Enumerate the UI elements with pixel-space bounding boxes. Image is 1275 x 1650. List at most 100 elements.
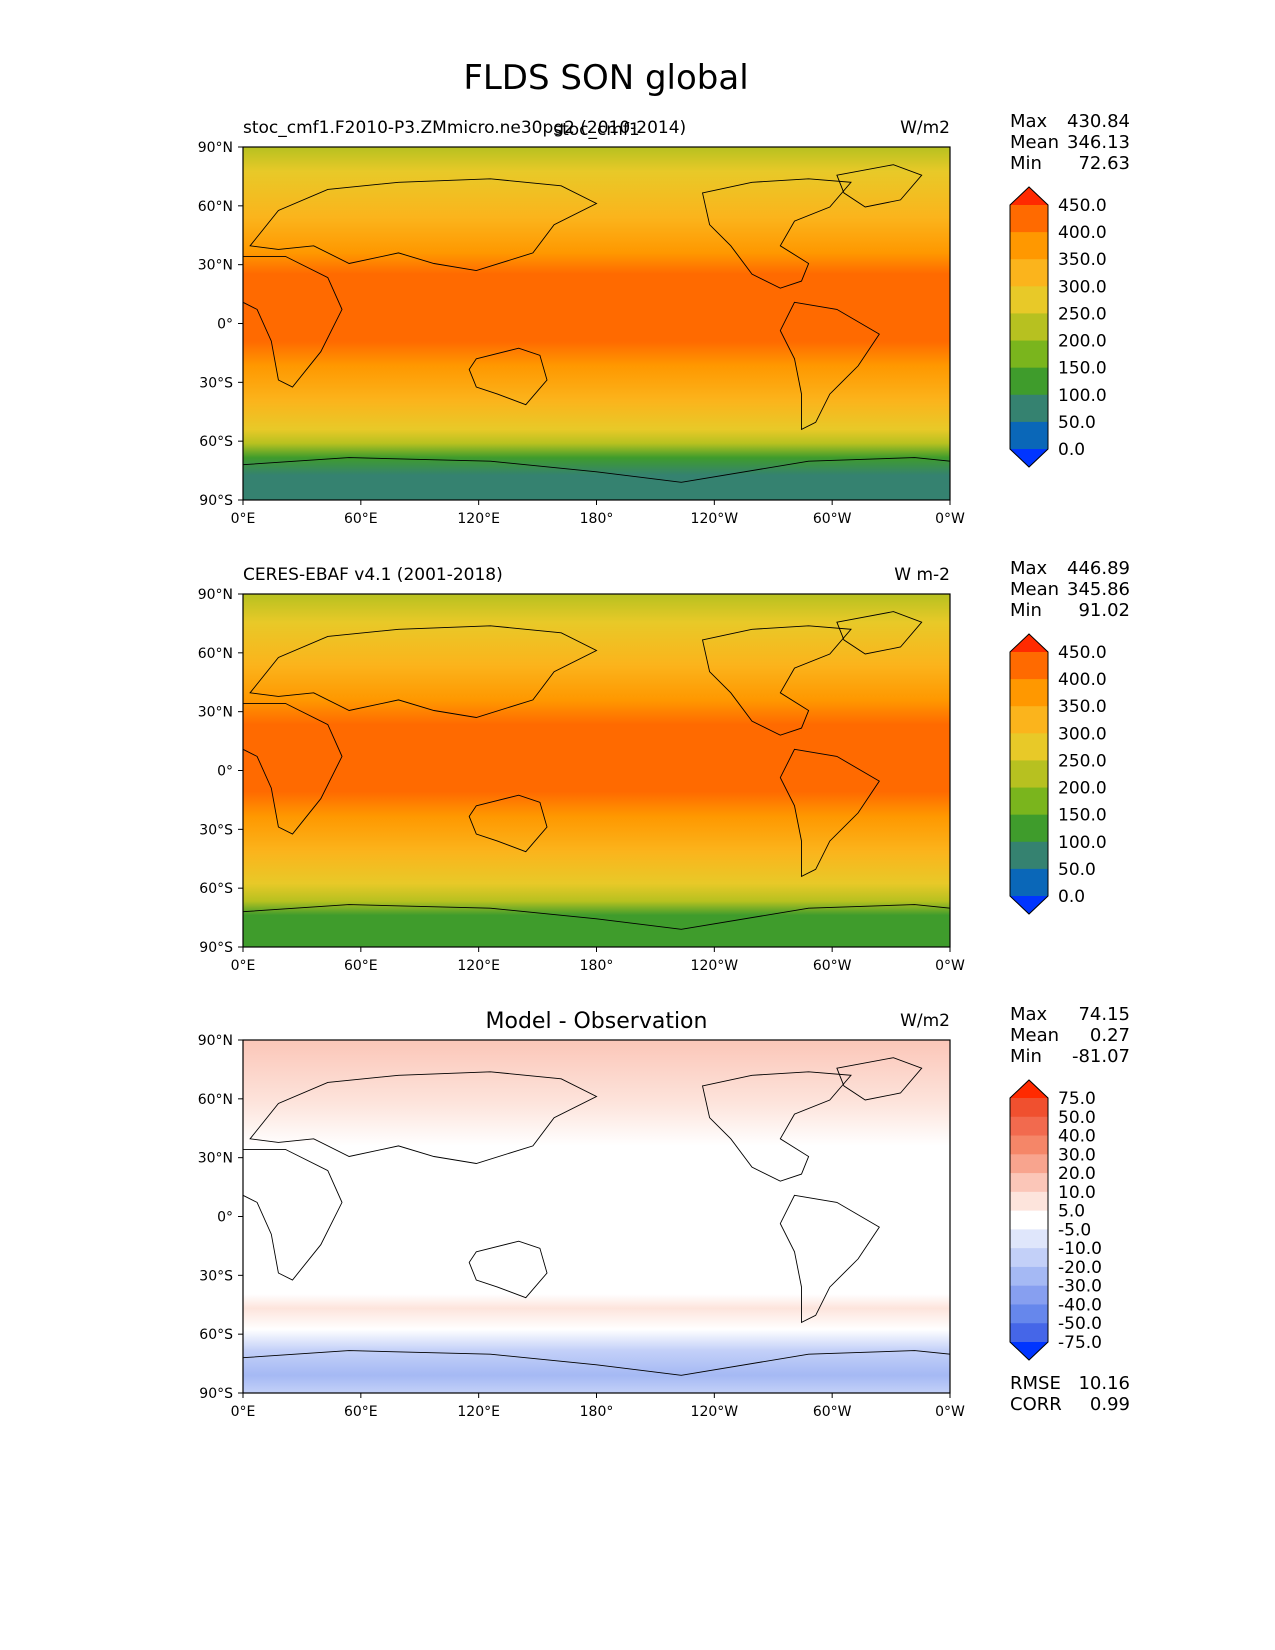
stat-label: Min — [1010, 600, 1042, 621]
lat-tick-label: 90°N — [198, 140, 233, 156]
colorbar-segment — [1010, 814, 1048, 843]
lat-tick-label: 60°S — [199, 881, 233, 897]
lon-tick-label: 60°E — [344, 1404, 378, 1420]
colorbar-label: -40.0 — [1058, 1295, 1102, 1315]
colorbar-segment — [1010, 1285, 1048, 1305]
lat-tick-label: 0° — [217, 317, 233, 333]
stat-label: Mean — [1010, 1025, 1059, 1046]
extra-stat-value: 10.16 — [1078, 1373, 1130, 1394]
panel-units: W m-2 — [894, 565, 950, 585]
colorbar-segment — [1010, 760, 1048, 789]
panel-center-title: stoc_cmf1 — [553, 120, 639, 140]
colorbar-label: 150.0 — [1058, 806, 1107, 826]
lat-tick-label: 30°S — [199, 822, 233, 838]
coastline-outline — [779, 301, 880, 431]
colorbar-segment — [1010, 733, 1048, 761]
map-field — [243, 1040, 950, 1393]
coastline-outline — [242, 702, 343, 835]
panel-model: 90°N 60°N 30°N 0° 30°S 60°S 90°S 0°E 60°E 120°E 18… — [198, 111, 1130, 527]
colorbar-label: 50.0 — [1058, 413, 1096, 433]
lon-tick-label: 180° — [580, 511, 614, 527]
panel-units: W/m2 — [900, 1011, 950, 1031]
colorbar-segment — [1010, 679, 1048, 707]
colorbar: 75.050.040.030.020.010.05.0-5.0-10.0-20.… — [1009, 1079, 1102, 1361]
colorbar-segment — [1010, 1098, 1048, 1118]
lat-tick-label: 60°N — [198, 646, 233, 662]
colorbar-label: -5.0 — [1058, 1220, 1091, 1240]
colorbar-segment — [1010, 841, 1048, 870]
colorbar-label: 0.0 — [1058, 440, 1085, 460]
coastline-outline — [242, 1148, 343, 1281]
lat-tick-label: 90°N — [198, 587, 233, 603]
colorbar-label: -10.0 — [1058, 1239, 1102, 1259]
colorbar-label: 250.0 — [1058, 751, 1107, 771]
colorbar-label: 40.0 — [1058, 1127, 1096, 1147]
lon-tick-label: 0°E — [231, 511, 256, 527]
stat-value: 345.86 — [1067, 579, 1130, 600]
colorbar-label: 0.0 — [1058, 887, 1085, 907]
stat-value: 72.63 — [1078, 153, 1130, 174]
lat-tick-label: 30°N — [198, 1151, 233, 1167]
lat-tick-label: 90°N — [198, 1033, 233, 1049]
colorbar-extend-bottom — [1010, 1342, 1048, 1360]
colorbar-segment — [1010, 205, 1048, 233]
panel-obs: 90°N 60°N 30°N 0° 30°S 60°S 90°S 0°E 60°E 120°E 18… — [198, 558, 1130, 974]
colorbar-extend-top — [1010, 1080, 1048, 1098]
colorbar-outline — [1009, 1079, 1049, 1361]
stat-value: 91.02 — [1078, 600, 1130, 621]
panel-diff: 90°N 60°N 30°N 0° 30°S 60°S 90°S 0°E 60°E 120°E 18… — [198, 1004, 1130, 1420]
colorbar-label: 200.0 — [1058, 779, 1107, 799]
lat-tick-label: 30°N — [198, 705, 233, 721]
coastline-outline — [836, 611, 923, 655]
lat-tick-label: 60°S — [199, 1327, 233, 1343]
colorbar-segment — [1010, 286, 1048, 314]
colorbar-segment — [1010, 340, 1048, 369]
colorbar-segment — [1010, 313, 1048, 342]
lon-tick-label: 0°W — [935, 511, 965, 527]
colorbar-extend-bottom — [1010, 896, 1048, 914]
colorbar-label: 300.0 — [1058, 277, 1107, 297]
colorbar-segment — [1010, 1304, 1048, 1324]
coastline-outline — [836, 1057, 923, 1101]
lon-tick-label: 120°E — [457, 958, 500, 974]
colorbar-label: 50.0 — [1058, 860, 1096, 880]
lat-tick-label: 30°S — [199, 1268, 233, 1284]
colorbar-label: 450.0 — [1058, 196, 1107, 216]
panel-left-title: stoc_cmf1.F2010-P3.ZMmicro.ne30pg2 (2010… — [243, 118, 686, 138]
lat-tick-label: 0° — [217, 764, 233, 780]
colorbar: 450.0 400.0 350.0 300.0 250.0 200.0 150.0 100.0… — [1009, 186, 1107, 468]
colorbar-label: 250.0 — [1058, 304, 1107, 324]
panel-units: W/m2 — [900, 118, 950, 138]
colorbar-segment — [1010, 1116, 1048, 1137]
map-field — [243, 147, 950, 500]
colorbar-label: 5.0 — [1058, 1202, 1085, 1222]
colorbar-segment — [1010, 652, 1048, 680]
lon-tick-label: 120°E — [457, 511, 500, 527]
lat-tick-label: 60°N — [198, 199, 233, 215]
lon-tick-label: 180° — [580, 958, 614, 974]
coastline-outline — [779, 1194, 880, 1324]
lon-tick-label: 60°W — [813, 511, 852, 527]
lat-tick-label: 60°S — [199, 434, 233, 450]
colorbar-label: 400.0 — [1058, 670, 1107, 690]
colorbar-outline — [1009, 633, 1049, 915]
coastline-outline — [249, 178, 598, 272]
colorbar-segment — [1010, 1135, 1048, 1155]
colorbar-outline — [1009, 186, 1049, 468]
colorbar-label: 300.0 — [1058, 724, 1107, 744]
colorbar-segment — [1010, 1323, 1048, 1343]
colorbar-segment — [1010, 1266, 1048, 1287]
colorbar-segment — [1010, 1191, 1048, 1212]
stat-label: Max — [1010, 111, 1048, 132]
colorbar-label: 75.0 — [1058, 1089, 1096, 1109]
lat-tick-label: 60°N — [198, 1092, 233, 1108]
lon-tick-label: 120°W — [691, 1404, 739, 1420]
colorbar-label: 100.0 — [1058, 386, 1107, 406]
colorbar-segment — [1010, 367, 1048, 396]
colorbar-label: 150.0 — [1058, 359, 1107, 379]
colorbar-extend-top — [1010, 634, 1048, 652]
colorbar-label: 20.0 — [1058, 1164, 1096, 1184]
lat-tick-label: 30°S — [199, 375, 233, 391]
colorbar-label: 400.0 — [1058, 223, 1107, 243]
colorbar-label: 450.0 — [1058, 643, 1107, 663]
